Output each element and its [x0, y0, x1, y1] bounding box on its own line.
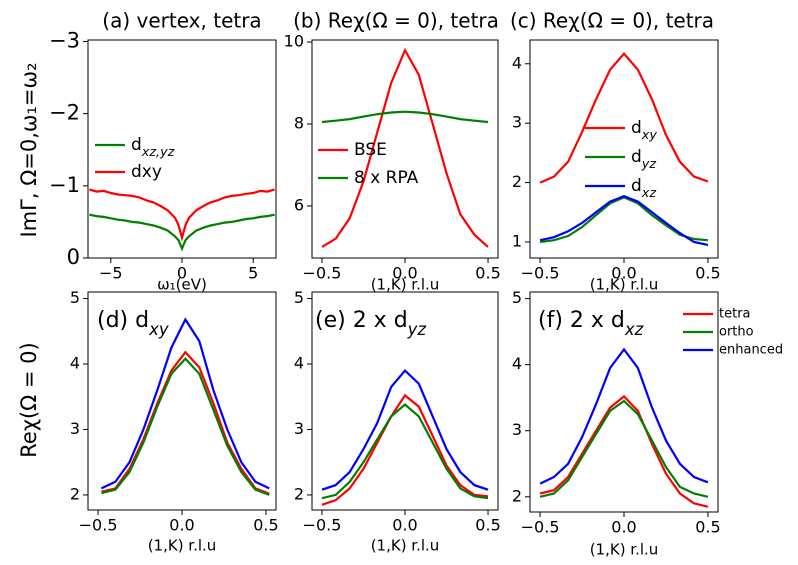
data-line [321, 403, 489, 500]
x-axis-label: (1,K) r.l.u [590, 541, 659, 559]
x-axis-label: (1,K) r.l.u [371, 537, 440, 555]
x-axis-label: ω₁(eV) [157, 276, 207, 294]
y-tick-label: 8 [294, 114, 304, 133]
panel-title: (d) dxy [97, 308, 169, 339]
panel-title: (b) Reχ(Ω = 0), tetra [293, 9, 499, 33]
x-tick-label: 0.5 [695, 264, 720, 283]
y-tick-label: 10 [284, 32, 304, 51]
y-tick-label: 3 [70, 419, 80, 438]
y-tick-label: 6 [294, 195, 304, 214]
data-line [539, 196, 708, 244]
x-tick-label: 0.5 [475, 516, 500, 535]
x-tick-label: −5 [99, 264, 123, 283]
data-line [101, 350, 270, 495]
legend-label: dxy [131, 162, 162, 182]
data-line [539, 347, 709, 485]
y-tick-label: 4 [294, 354, 304, 373]
x-tick-label: 0 [177, 264, 187, 283]
x-tick-label: 5 [248, 264, 258, 283]
data-line [89, 213, 275, 252]
y-tick-label: 4 [70, 354, 80, 373]
x-tick-label: −0.5 [303, 516, 342, 535]
data-line [539, 195, 709, 246]
y-tick-label: 2 [70, 484, 80, 503]
y-tick-label: 2 [512, 486, 522, 505]
y-tick-label: 5 [512, 288, 522, 307]
data-line [539, 394, 709, 508]
x-tick-label: −0.5 [79, 516, 118, 535]
y-tick-label: 5 [70, 288, 80, 307]
x-tick-label: 0.5 [695, 518, 720, 537]
data-line [100, 317, 270, 490]
y-tick-label: 0 [67, 245, 80, 269]
panel-title: (e) 2 x dyz [315, 308, 426, 339]
x-tick-label: 0.5 [253, 516, 278, 535]
data-line [321, 369, 489, 491]
y-tick-label: −2 [49, 101, 80, 125]
legend-label: enhanced [719, 343, 783, 358]
data-line [321, 110, 489, 124]
data-line [539, 52, 709, 184]
x-tick-label: 0.0 [392, 516, 417, 535]
x-axis-label: (1,K) r.l.u [590, 276, 659, 294]
legend-label: dyz [631, 147, 656, 172]
x-tick-label: 0.0 [611, 264, 636, 283]
data-line [539, 399, 709, 498]
y-tick-label: 3 [294, 419, 304, 438]
legend-label: dxz [631, 176, 656, 201]
legend-label: tetra [719, 307, 751, 322]
data-line [89, 188, 275, 242]
x-axis-label: (1,K) r.l.u [371, 276, 440, 294]
x-tick-label: −0.5 [303, 264, 342, 283]
legend-label: ortho [719, 325, 754, 340]
axes-frame [87, 39, 277, 259]
x-axis-label: (1,K) r.l.u [148, 537, 217, 555]
x-tick-label: 0.0 [611, 518, 636, 537]
data-line [321, 47, 489, 248]
panel-title: (f) 2 x dxz [538, 308, 644, 339]
y-tick-label: 2 [294, 484, 304, 503]
y-tick-label: −3 [49, 28, 80, 52]
y-tick-label: 2 [512, 172, 522, 191]
y-tick-label: 4 [512, 354, 522, 373]
x-tick-label: 0.5 [475, 264, 500, 283]
legend-label: dxy [631, 118, 657, 143]
y-axis-label: Reχ(Ω = 0) [17, 342, 41, 457]
y-tick-label: 5 [294, 288, 304, 307]
y-tick-label: 1 [512, 231, 522, 250]
legend-label: 8 x RPA [354, 168, 419, 188]
x-tick-label: 0.0 [392, 264, 417, 283]
y-tick-label: 3 [512, 420, 522, 439]
data-line [101, 357, 270, 496]
y-tick-label: −1 [49, 173, 80, 197]
axes-frame [529, 39, 719, 259]
x-tick-label: 0.0 [169, 516, 194, 535]
x-tick-label: −0.5 [521, 264, 560, 283]
legend-label: dxz,yz [131, 135, 175, 160]
panel-title: (a) vertex, tetra [102, 9, 261, 33]
panel-title: (c) Reχ(Ω = 0), tetra [510, 9, 714, 33]
y-tick-label: 4 [512, 53, 522, 72]
legend-label: BSE [354, 140, 387, 160]
y-axis-label: ImΓ, Ω=0,ω₁=ω₂ [17, 63, 41, 238]
x-tick-label: −0.5 [521, 518, 560, 537]
y-tick-label: 3 [512, 113, 522, 132]
data-line [321, 393, 489, 506]
